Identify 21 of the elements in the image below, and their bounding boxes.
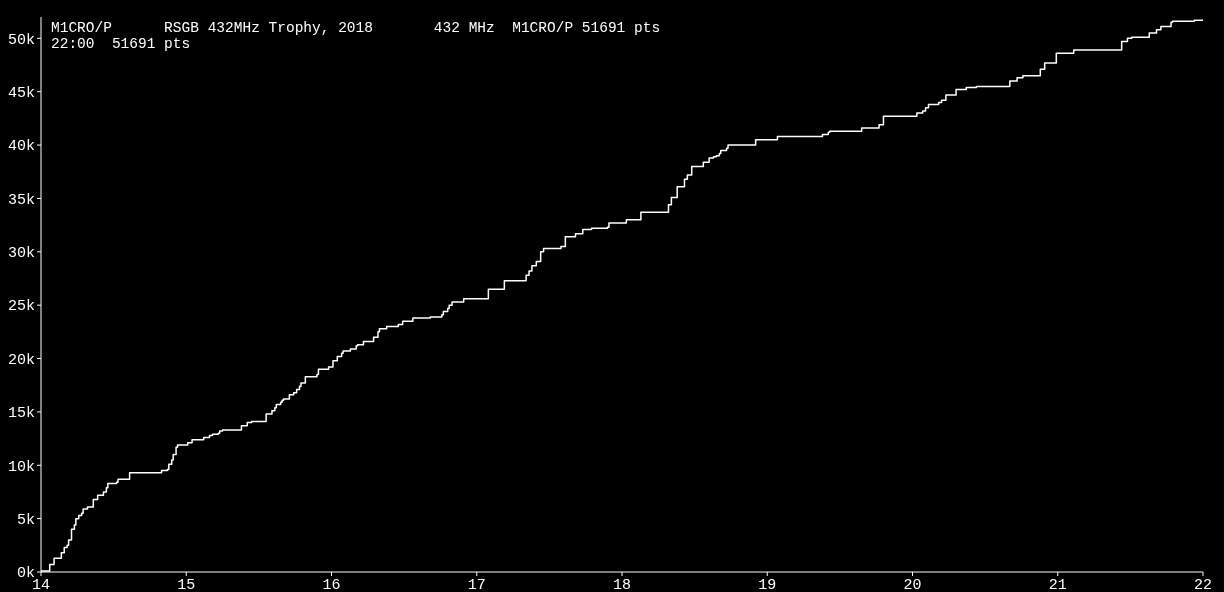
y-tick-label: 25k xyxy=(7,298,35,316)
text: 22:00 51691 pts xyxy=(51,36,192,52)
x-tick-label: 20 xyxy=(903,576,922,592)
y-tick-label: 20k xyxy=(7,351,35,369)
y-tick-label: 10k xyxy=(7,458,35,476)
x-tick-label: 18 xyxy=(612,576,632,592)
x-tick-label: 17 xyxy=(467,576,486,592)
x-tick-label: 19 xyxy=(758,576,777,592)
y-tick-label: 5k xyxy=(16,511,35,529)
x-tick-label: 14 xyxy=(31,576,51,592)
x-tick-label: 21 xyxy=(1048,576,1067,592)
x-tick-label: 16 xyxy=(322,576,341,592)
y-tick-label: 50k xyxy=(7,31,35,49)
y-tick-label: 45k xyxy=(7,85,35,103)
y-tick-label: 35k xyxy=(7,191,35,209)
chart-title: M1CRO/P RSGB 432MHz Trophy, 2018 432 MHz M1CRO/P 51691 pts xyxy=(51,20,661,36)
y-tick-label: 40k xyxy=(7,138,35,156)
y-tick-label: 30k xyxy=(7,245,35,263)
y-tick-label: 15k xyxy=(7,405,35,423)
x-tick-label: 22 xyxy=(1193,576,1213,592)
x-tick-label: 15 xyxy=(177,576,196,592)
